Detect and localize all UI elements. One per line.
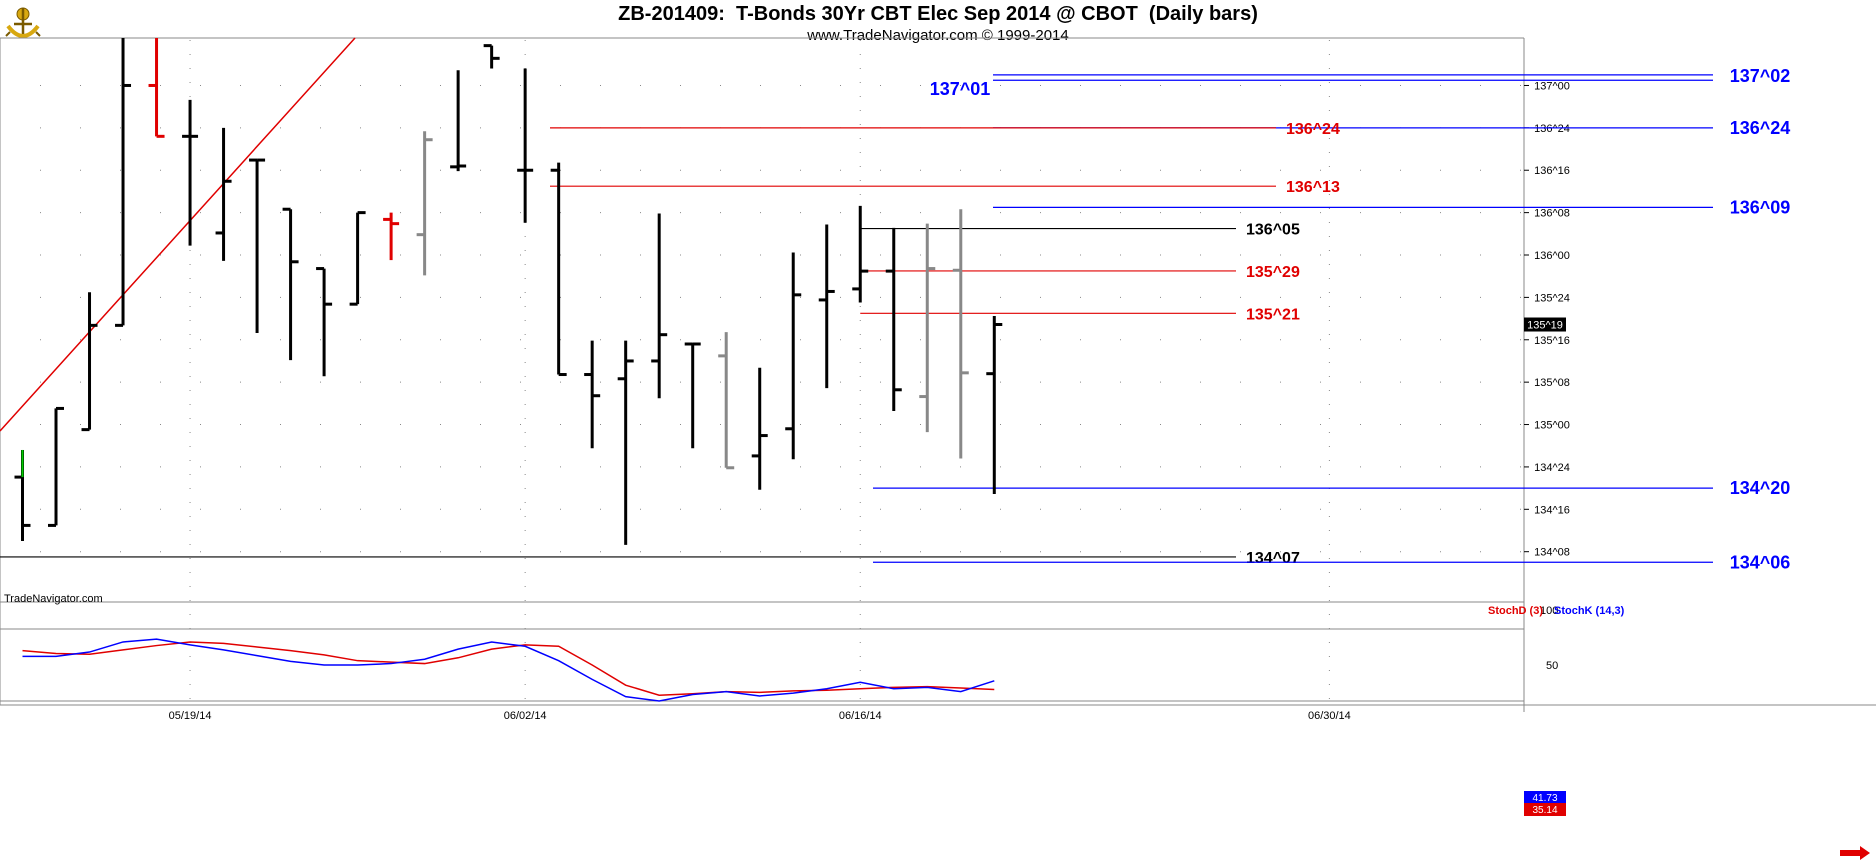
scroll-right-arrow-icon[interactable] — [1838, 845, 1872, 861]
ohlc-bar[interactable] — [651, 213, 668, 399]
price-axis: 137^00 136^24 136^16 136^08 136^00 135^24 135^… — [1524, 80, 1570, 559]
ohlc-bar[interactable] — [617, 340, 634, 545]
level-label: 137^01 — [930, 79, 991, 99]
grid-dots — [40, 40, 1524, 700]
ohlc-bar[interactable] — [584, 340, 601, 449]
ohlc-bar[interactable] — [316, 267, 333, 377]
ohlc-bar[interactable] — [48, 406, 65, 527]
ohlc-bar[interactable] — [919, 223, 936, 433]
price-axis-label: 136^16 — [1534, 165, 1570, 177]
price-axis-label: 136^08 — [1534, 208, 1570, 220]
ohlc-bar[interactable] — [14, 449, 31, 542]
price-axis-label: 134^08 — [1534, 547, 1570, 559]
ohlc-bar[interactable] — [885, 227, 902, 411]
price-axis-label: 136^24 — [1534, 123, 1570, 135]
stoch-k-last-box — [1524, 791, 1566, 804]
stoch-k-line[interactable] — [22, 638, 995, 702]
ohlc-bar[interactable] — [115, 38, 132, 327]
stoch-d-line[interactable] — [22, 641, 995, 696]
ohlc-bar[interactable] — [450, 70, 467, 172]
level-label: 136^09 — [1730, 197, 1791, 217]
ohlc-bar[interactable] — [785, 252, 802, 460]
chart-subtitle: www.TradeNavigator.com © 1999-2014 — [807, 27, 1069, 44]
ohlc-bar[interactable] — [718, 332, 735, 470]
last-price-box — [1524, 317, 1566, 332]
support-resistance-levels: 137^02 137^01 136^24 136^24 136^13 136^09 136^… — [0, 66, 1790, 572]
level-label: 136^13 — [1286, 179, 1340, 196]
ohlc-bars — [14, 38, 1003, 545]
price-axis-label: 135^00 — [1534, 420, 1570, 432]
date-axis-label: 05/19/14 — [169, 710, 212, 722]
date-axis-label: 06/02/14 — [504, 710, 547, 722]
ohlc-bar[interactable] — [852, 205, 869, 303]
level-label: 136^24 — [1286, 121, 1340, 138]
level-label: 136^05 — [1246, 222, 1300, 239]
chart-frame — [0, 37, 1876, 712]
level-label: 134^07 — [1246, 550, 1300, 567]
level-label: 137^02 — [1730, 66, 1791, 86]
price-axis-label: 136^00 — [1534, 250, 1570, 262]
date-axis: 05/19/14 06/02/14 06/16/14 06/30/14 — [169, 710, 1351, 722]
stoch-d-last-box — [1524, 803, 1566, 816]
price-axis-label: 134^16 — [1534, 504, 1570, 516]
tradenavigator-logo-icon — [2, 2, 44, 44]
stoch-k-last-value: 41.73 — [1532, 793, 1557, 804]
ohlc-bar[interactable] — [483, 44, 500, 69]
stoch-d-legend: StochD (3) — [1488, 605, 1543, 617]
ohlc-bar[interactable] — [684, 342, 701, 449]
ohlc-bar[interactable] — [986, 316, 1003, 495]
price-axis-label: 134^24 — [1534, 462, 1570, 474]
chart-title: ZB-201409: T-Bonds 30Yr CBT Elec Sep 201… — [618, 3, 1258, 25]
price-axis-label: 135^08 — [1534, 377, 1570, 389]
ohlc-bar[interactable] — [383, 212, 400, 261]
ohlc-bar[interactable] — [81, 292, 98, 432]
ohlc-bar[interactable] — [952, 209, 969, 459]
ohlc-bar[interactable] — [182, 99, 199, 246]
ohlc-bar[interactable] — [249, 158, 266, 333]
level-label: 135^21 — [1246, 306, 1300, 323]
last-price-label: 135^19 — [1527, 320, 1563, 332]
watermark: TradeNavigator.com — [4, 593, 103, 605]
stoch-d-last-value: 35.14 — [1532, 805, 1557, 816]
ohlc-bar[interactable] — [282, 207, 299, 361]
ohlc-bar[interactable] — [818, 224, 835, 389]
ohlc-bar[interactable] — [416, 131, 433, 276]
ohlc-bar[interactable] — [517, 68, 534, 223]
price-axis-label: 135^16 — [1534, 335, 1570, 347]
ohlc-bar[interactable] — [751, 367, 768, 490]
level-label: 136^24 — [1730, 118, 1791, 138]
stoch-axis-label: 100 — [1540, 605, 1558, 617]
date-axis-label: 06/16/14 — [839, 710, 882, 722]
stoch-axis-label: 50 — [1546, 660, 1558, 672]
price-axis-label: 135^24 — [1534, 292, 1570, 304]
level-label: 134^06 — [1730, 552, 1791, 572]
level-label: 134^20 — [1730, 478, 1791, 498]
trendline[interactable] — [0, 37, 356, 432]
ohlc-bar[interactable] — [550, 162, 567, 377]
level-label: 135^29 — [1246, 264, 1300, 281]
ohlc-bar[interactable] — [215, 127, 232, 261]
price-axis-label: 137^00 — [1534, 80, 1570, 92]
ohlc-bar[interactable] — [148, 38, 165, 138]
date-axis-label: 06/30/14 — [1308, 710, 1351, 722]
stoch-k-legend: StochK (14,3) — [1554, 605, 1625, 617]
ohlc-bar[interactable] — [349, 211, 366, 306]
